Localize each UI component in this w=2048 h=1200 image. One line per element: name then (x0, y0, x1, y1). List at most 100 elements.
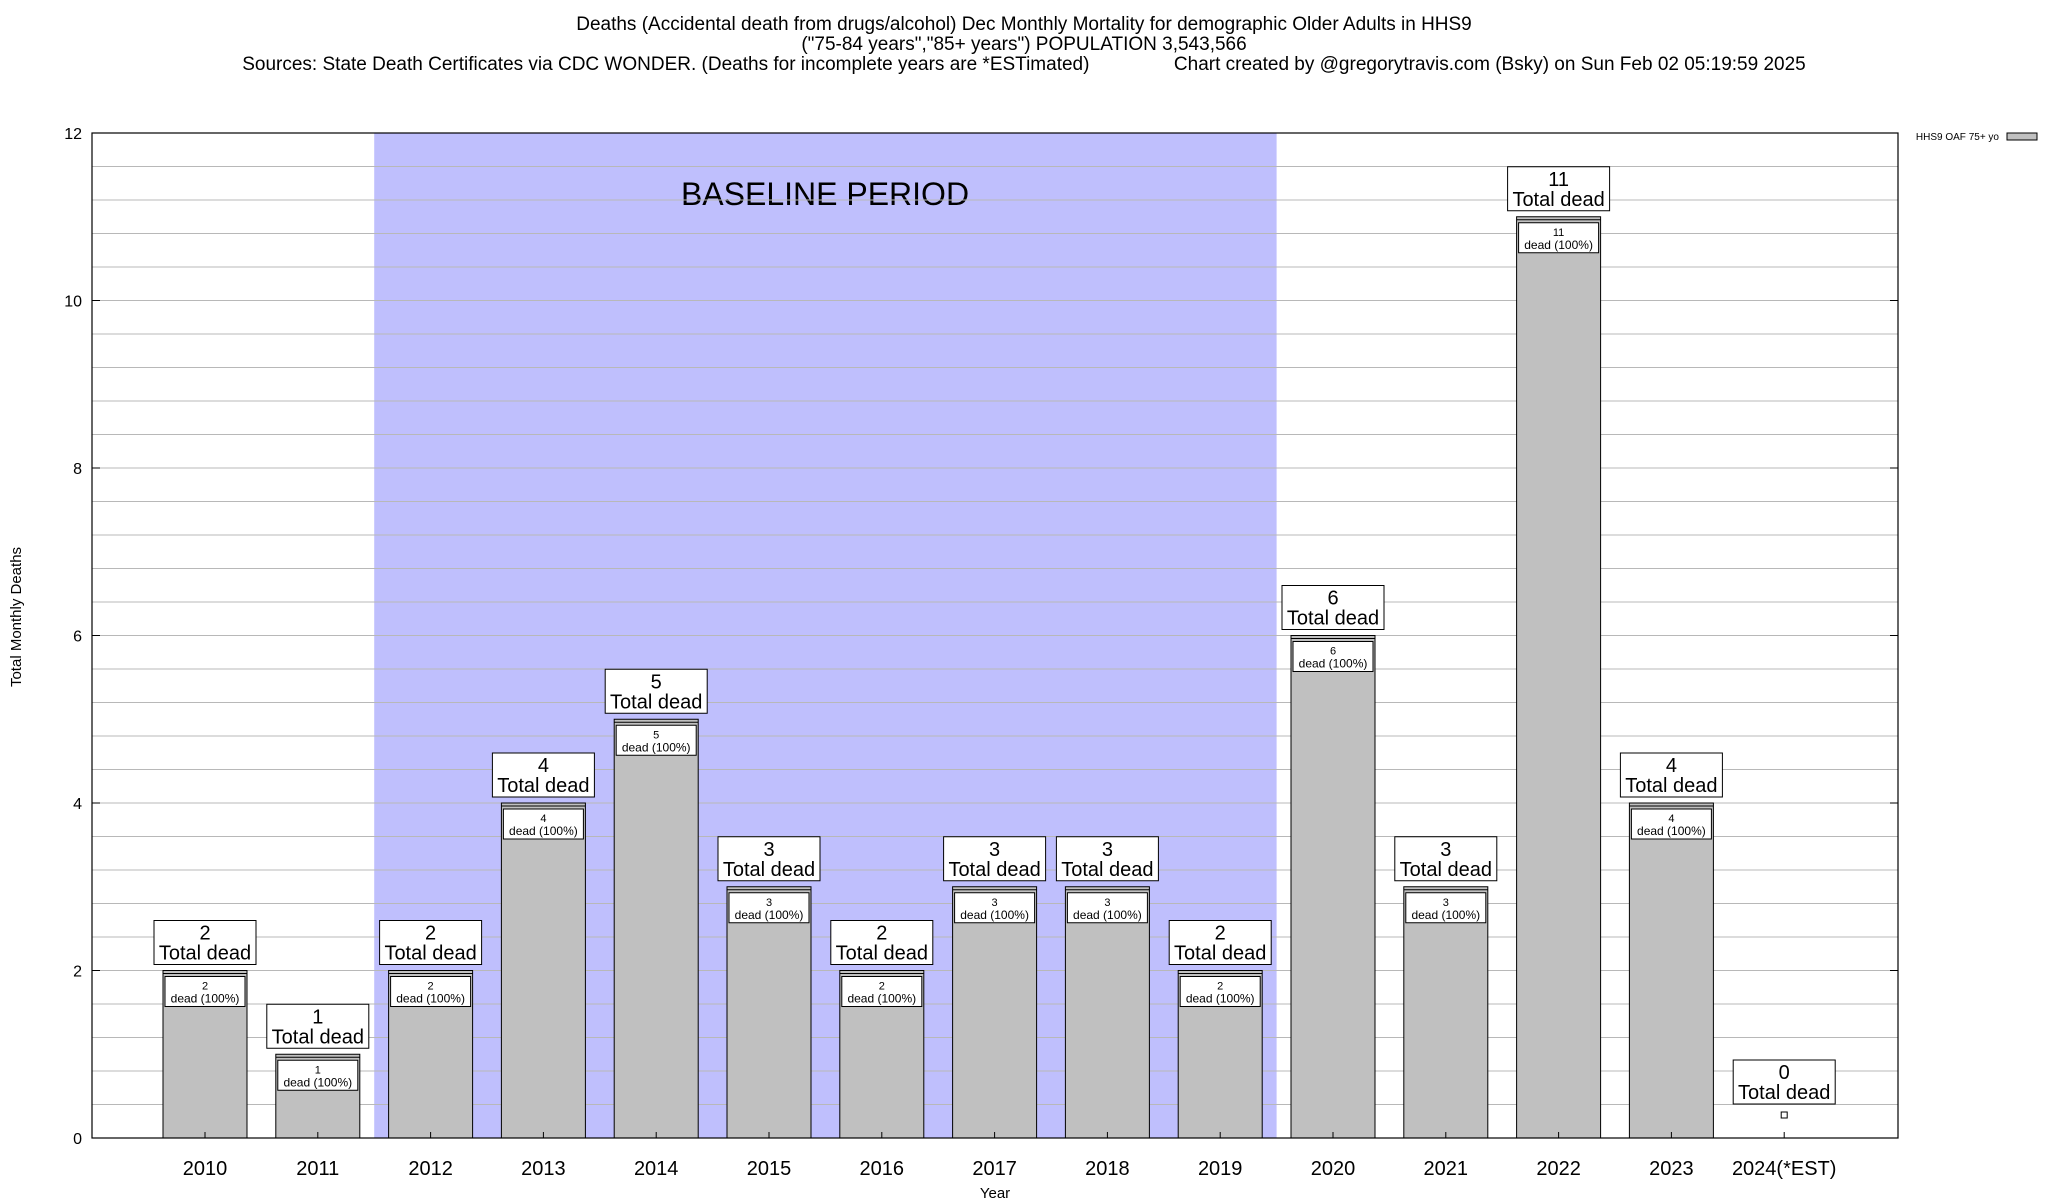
inner-label-box (841, 976, 923, 1007)
total-label-value: 2 (876, 923, 887, 945)
inner-label-box (1518, 222, 1600, 254)
total-label-value: 3 (989, 839, 1000, 861)
bar-2014 (613, 718, 699, 1139)
y-tick-label: 8 (73, 461, 82, 478)
total-label-box (1281, 585, 1385, 630)
inner-label-text: dead (100%) (171, 992, 240, 1006)
total-label-value: 3 (1440, 839, 1451, 861)
inner-label-text: dead (100%) (509, 824, 578, 838)
inner-label-box (615, 724, 697, 756)
total-label-text: Total dead (497, 775, 589, 797)
total-label-box (717, 836, 821, 882)
x-tick-label: 2011 (296, 1158, 339, 1180)
total-label-text: Total dead (836, 943, 928, 965)
total-label-value: 3 (763, 839, 774, 861)
total-label-box (1168, 920, 1272, 965)
inner-label-box (502, 808, 584, 840)
x-tick-label: 2012 (408, 1158, 453, 1180)
bar-2022 (1516, 216, 1602, 1139)
total-label-box (943, 836, 1047, 882)
x-tick-label: 2022 (1536, 1158, 1581, 1180)
inner-label-box (728, 892, 810, 924)
total-label-box (1619, 752, 1723, 798)
bar-2018 (1064, 886, 1150, 1139)
x-tick-label: 2018 (1085, 1158, 1130, 1180)
credit-note: Chart created by @gregorytravis.com (Bsk… (1173, 54, 1806, 75)
bar-2023 (1628, 802, 1714, 1139)
bar-2015 (726, 886, 812, 1139)
total-label-text: Total dead (1512, 189, 1604, 211)
inner-label-text: dead (100%) (1073, 908, 1142, 922)
legend-label: HHS9 OAF 75+ yo (1916, 132, 2000, 143)
total-label-value: 0 (1779, 1062, 1790, 1084)
x-axis-label: Year (980, 1185, 1010, 1200)
total-label-box (379, 920, 483, 965)
y-axis-label: Total Monthly Deaths (8, 547, 25, 687)
inner-label-value: 2 (202, 981, 208, 993)
inner-label-value: 11 (1553, 227, 1564, 239)
total-label-box (153, 920, 257, 965)
x-tick-label: 2015 (747, 1158, 792, 1180)
total-label-value: 4 (538, 755, 549, 777)
total-label-text: Total dead (1061, 859, 1153, 881)
inner-label-text: dead (100%) (1299, 657, 1368, 671)
total-label-text: Total dead (384, 943, 476, 965)
inner-label-box (954, 892, 1036, 924)
total-label-text: Total dead (723, 859, 815, 881)
x-tick-label: 2014 (634, 1158, 679, 1180)
inner-label-box (1630, 808, 1712, 840)
total-label-text: Total dead (948, 859, 1040, 881)
chart-source-line: Sources: State Death Certificates via CD… (0, 54, 2048, 76)
inner-label-value: 3 (1443, 897, 1449, 909)
y-tick-label: 0 (73, 1131, 82, 1148)
plot-frame (91, 132, 1899, 1139)
total-label-text: Total dead (272, 1026, 364, 1048)
inner-label-box (1066, 892, 1148, 924)
inner-label-value: 1 (315, 1064, 321, 1076)
bar-2020 (1290, 635, 1376, 1139)
total-label-text: Total dead (1174, 943, 1266, 965)
source-note: Sources: State Death Certificates via CD… (242, 54, 1090, 75)
x-tick-label: 2016 (860, 1158, 905, 1180)
inner-label-text: dead (100%) (622, 740, 691, 754)
x-tick-label: 2021 (1424, 1158, 1469, 1180)
inner-label-text: dead (100%) (396, 992, 465, 1006)
total-label-value: 4 (1666, 755, 1677, 777)
total-label-value: 3 (1102, 839, 1113, 861)
inner-label-box (1405, 892, 1487, 924)
total-label-box (266, 1003, 370, 1049)
total-label-text: Total dead (1738, 1082, 1830, 1104)
chart-title: Deaths (Accidental death from drugs/alco… (576, 14, 1472, 35)
total-label-box (1732, 1059, 1836, 1105)
total-label-text: Total dead (159, 943, 251, 965)
inner-label-value: 2 (879, 981, 885, 993)
total-label-text: Total dead (1625, 775, 1717, 797)
y-tick-label: 12 (64, 126, 82, 143)
total-label-text: Total dead (610, 691, 702, 713)
inner-label-text: dead (100%) (283, 1075, 352, 1089)
total-label-value: 1 (312, 1006, 323, 1028)
inner-label-value: 6 (1330, 646, 1336, 658)
x-tick-label: 2019 (1198, 1158, 1243, 1180)
total-label-text: Total dead (1400, 859, 1492, 881)
inner-label-text: dead (100%) (1637, 824, 1706, 838)
inner-label-value: 3 (992, 897, 998, 909)
inner-label-box (277, 1059, 359, 1091)
x-tick-label: 2010 (183, 1158, 228, 1180)
total-label-text: Total dead (1287, 608, 1379, 630)
inner-label-box (164, 976, 246, 1007)
y-tick-label: 6 (73, 629, 82, 646)
x-tick-label: 2013 (521, 1158, 566, 1180)
inner-label-text: dead (100%) (960, 908, 1029, 922)
baseline-label: BASELINE PERIOD (681, 176, 969, 212)
inner-label-value: 4 (1668, 813, 1674, 825)
x-tick-label: 2017 (972, 1158, 1017, 1180)
total-label-value: 2 (199, 923, 210, 945)
bar-2021 (1403, 886, 1489, 1139)
x-tick-label: 2024(*EST) (1732, 1158, 1837, 1180)
total-label-box (1507, 166, 1611, 212)
total-label-value: 6 (1327, 588, 1338, 610)
total-label-box (604, 668, 708, 714)
